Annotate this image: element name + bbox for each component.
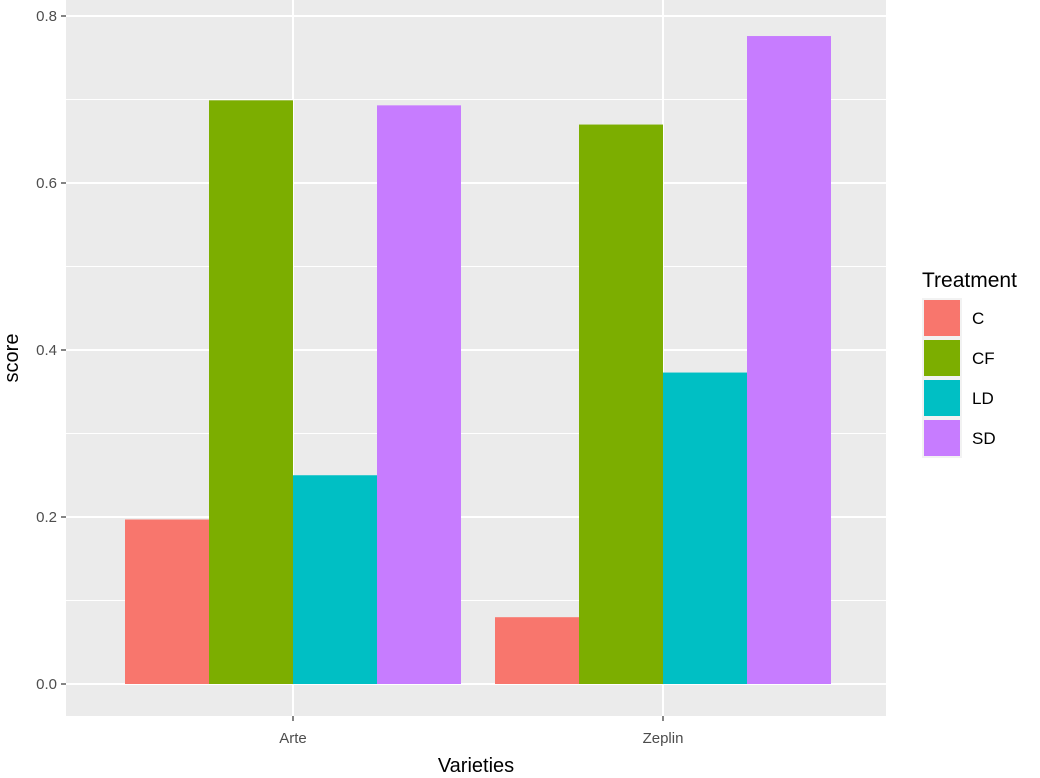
legend: Treatment C CF LD SD	[922, 269, 1017, 458]
bars	[125, 36, 831, 685]
y-tick-label: 0.6	[36, 175, 57, 192]
bar-sd-zeplin	[747, 36, 831, 685]
y-tick-label: 0.2	[36, 509, 57, 526]
y-tick-label: 0.8	[36, 8, 57, 25]
legend-swatch-c	[924, 300, 960, 336]
y-tick-label: 0.0	[36, 676, 57, 693]
bar-cf-arte	[209, 100, 293, 684]
bar-c-arte	[125, 519, 209, 684]
legend-swatch-ld	[924, 380, 960, 416]
bar-ld-arte	[293, 475, 377, 684]
y-tick-label: 0.4	[36, 342, 57, 359]
bar-cf-zeplin	[579, 124, 663, 685]
legend-label-cf: CF	[972, 349, 995, 368]
x-axis-title: Varieties	[438, 755, 514, 777]
legend-label-sd: SD	[972, 429, 996, 448]
legend-swatch-sd	[924, 420, 960, 456]
y-axis: 0.0 0.2 0.4 0.6 0.8	[36, 8, 66, 693]
legend-swatch-cf	[924, 340, 960, 376]
y-axis-title: score	[1, 334, 23, 383]
x-tick-label: Zeplin	[643, 730, 684, 747]
bar-ld-zeplin	[663, 372, 747, 684]
x-axis: Arte Zeplin	[279, 716, 683, 747]
bar-sd-arte	[377, 105, 461, 685]
legend-label-ld: LD	[972, 389, 994, 408]
bar-c-zeplin	[495, 617, 579, 684]
legend-title: Treatment	[922, 269, 1017, 292]
x-tick-label: Arte	[279, 730, 307, 747]
legend-label-c: C	[972, 309, 984, 328]
